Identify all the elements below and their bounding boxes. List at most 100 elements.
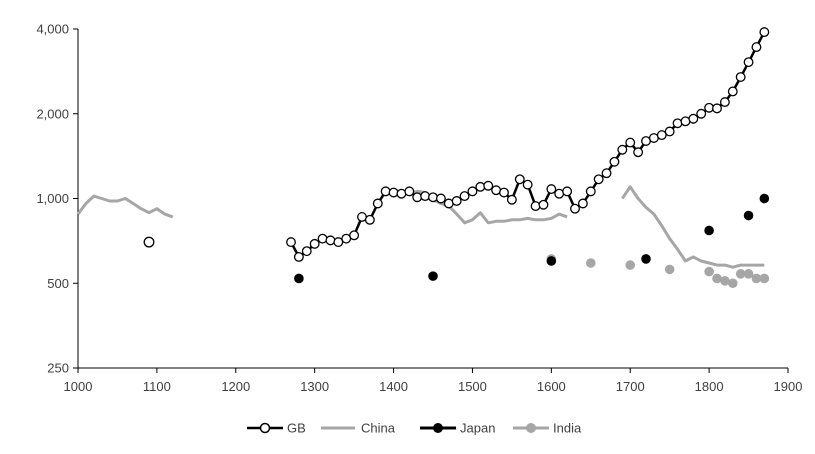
- gb-point: [522, 179, 533, 190]
- gb-point: [325, 235, 336, 246]
- y-tick-label: 1,000: [36, 191, 69, 206]
- japan-point: [641, 254, 651, 264]
- gb-point: [412, 192, 423, 203]
- y-tick-label: 4,000: [36, 22, 69, 37]
- gb-point: [625, 137, 636, 148]
- gb-point: [743, 57, 754, 68]
- japan-point: [294, 273, 304, 284]
- gb-point: [672, 118, 683, 129]
- india-point: [625, 260, 636, 270]
- gb-point: [656, 130, 667, 141]
- india-point: [751, 273, 762, 284]
- legend-item-india: India: [513, 421, 582, 436]
- legend-swatch-marker-gb: [259, 422, 271, 434]
- gb-point: [435, 193, 446, 204]
- gb-point: [506, 194, 517, 205]
- x-tick-label: 1400: [379, 379, 408, 394]
- gb-point: [404, 186, 415, 197]
- gb-point: [483, 180, 494, 191]
- gb-point: [467, 186, 478, 197]
- x-tick-label: 1800: [695, 379, 724, 394]
- gb-point: [601, 168, 612, 179]
- india-point: [585, 258, 596, 268]
- gb-point: [317, 233, 328, 244]
- legend-label-gb: GB: [287, 421, 306, 436]
- x-tick-label: 1000: [64, 379, 93, 394]
- gb-point: [286, 237, 296, 248]
- y-tick-label: 250: [47, 361, 69, 376]
- gb-point: [751, 42, 762, 53]
- gb-point: [585, 186, 596, 197]
- gb-point: [293, 251, 304, 262]
- gb-point: [301, 246, 312, 257]
- x-tick-label: 1100: [143, 379, 171, 394]
- gb-point: [546, 184, 557, 195]
- japan-point: [743, 210, 754, 221]
- india-point: [735, 269, 746, 279]
- y-tick-label: 500: [47, 276, 69, 291]
- legend-swatch-marker-japan: [433, 423, 443, 433]
- gb-point: [372, 198, 383, 209]
- gb-point: [759, 27, 770, 38]
- gb-point: [420, 191, 431, 202]
- india-point: [664, 264, 675, 275]
- gb-point: [617, 144, 628, 155]
- gb-point: [664, 126, 675, 137]
- legend-label-japan: Japan: [460, 421, 495, 436]
- legend-item-japan: Japan: [420, 421, 495, 436]
- gb-point: [451, 196, 462, 206]
- gb-point: [459, 191, 470, 202]
- gb-point: [530, 201, 541, 212]
- india-point: [704, 266, 714, 277]
- gb-point: [727, 86, 738, 97]
- gb-point: [380, 186, 391, 197]
- legend-label-china: China: [361, 421, 396, 436]
- gb-point: [735, 72, 746, 83]
- gb-point: [609, 156, 620, 167]
- india-point: [759, 273, 770, 284]
- gb-point: [349, 230, 360, 241]
- y-tick-label: 2,000: [36, 106, 69, 121]
- x-tick-label: 1900: [774, 379, 803, 394]
- gb-point: [388, 187, 399, 198]
- legend-label-india: India: [553, 421, 582, 436]
- x-tick-label: 1300: [300, 379, 329, 394]
- japan-point: [428, 271, 438, 281]
- japan-point: [704, 225, 714, 236]
- gb-point: [499, 187, 509, 198]
- india-point: [712, 273, 722, 284]
- x-tick-label: 1700: [616, 379, 645, 394]
- gb-point: [428, 192, 438, 203]
- gb-point: [309, 238, 320, 249]
- gb-point: [696, 108, 707, 119]
- gb-point: [475, 181, 486, 192]
- gb-point: [688, 113, 699, 124]
- series-line-gb: [289, 31, 766, 259]
- gb-point: [562, 186, 573, 197]
- legend: GB China Japan India: [247, 421, 582, 436]
- japan-point: [759, 193, 770, 204]
- gb-point: [719, 97, 730, 108]
- legend-swatch-marker-india: [526, 423, 536, 433]
- gb-point: [570, 203, 580, 214]
- gb-point: [514, 174, 525, 185]
- x-tick-label: 1500: [458, 379, 487, 394]
- gb-point: [364, 214, 375, 225]
- gb-point: [538, 199, 549, 210]
- isolated-point: [143, 236, 155, 248]
- gb-point: [712, 103, 722, 114]
- series-line-china: [76, 194, 174, 219]
- gb-point: [577, 198, 588, 209]
- india-point: [720, 276, 730, 286]
- japan-point: [546, 256, 557, 266]
- legend-item-china: China: [321, 421, 396, 436]
- x-tick-label: 1200: [221, 379, 250, 394]
- x-tick-label: 1600: [537, 379, 566, 394]
- gb-point: [333, 237, 344, 248]
- gb-point: [593, 174, 604, 185]
- india-point: [743, 269, 754, 279]
- legend-item-gb: GB: [247, 421, 306, 436]
- series-line-china: [621, 185, 765, 269]
